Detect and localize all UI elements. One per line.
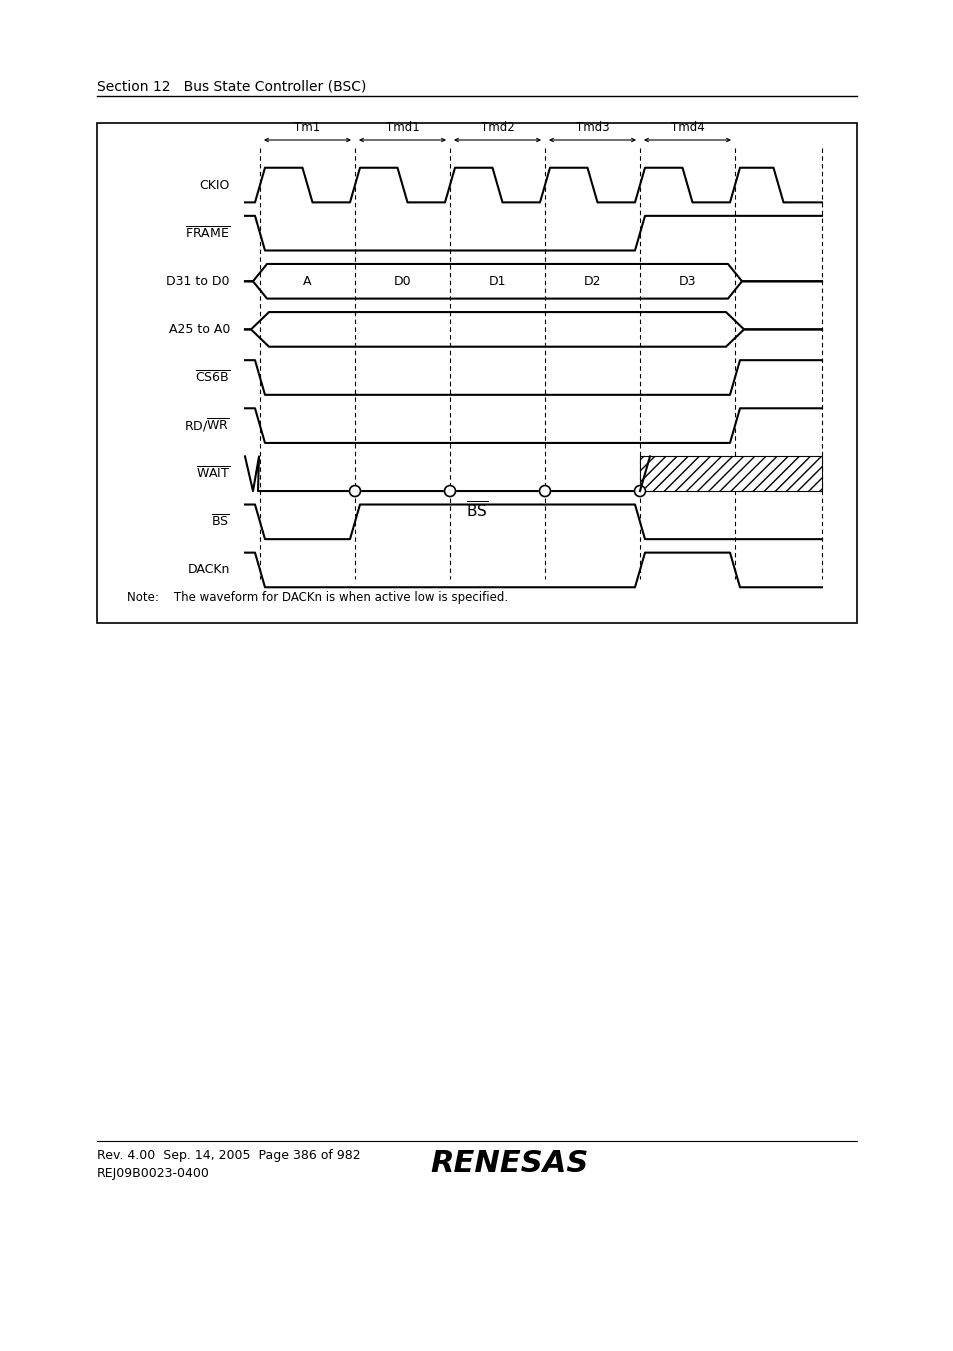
Text: Section 12   Bus State Controller (BSC): Section 12 Bus State Controller (BSC): [97, 78, 366, 93]
Text: D1: D1: [488, 274, 506, 288]
Text: Tm1: Tm1: [294, 122, 320, 134]
Text: D2: D2: [583, 274, 600, 288]
Circle shape: [444, 485, 455, 497]
Text: D3: D3: [678, 274, 696, 288]
Text: D0: D0: [394, 274, 411, 288]
Text: $\overline{\mathrm{CS6B}}$: $\overline{\mathrm{CS6B}}$: [194, 370, 230, 385]
Text: Tmd2: Tmd2: [480, 122, 514, 134]
Text: D31 to D0: D31 to D0: [167, 274, 230, 288]
Text: $\mathrm{RD/\overline{WR}}$: $\mathrm{RD/\overline{WR}}$: [184, 417, 230, 434]
Text: Tmd3: Tmd3: [575, 122, 609, 134]
Bar: [97, 123, 856, 623]
Text: Rev. 4.00  Sep. 14, 2005  Page 386 of 982: Rev. 4.00 Sep. 14, 2005 Page 386 of 982: [97, 1148, 360, 1162]
Text: DACKn: DACKn: [188, 563, 230, 577]
Text: $\overline{\mathrm{BS}}$: $\overline{\mathrm{BS}}$: [212, 515, 230, 530]
Text: Note:    The waveform for DACKn is when active low is specified.: Note: The waveform for DACKn is when act…: [127, 590, 508, 604]
Text: $\overline{\mathrm{WAIT}}$: $\overline{\mathrm{WAIT}}$: [195, 466, 230, 481]
Text: RENESAS: RENESAS: [430, 1148, 588, 1178]
Circle shape: [349, 485, 360, 497]
Circle shape: [634, 485, 645, 497]
Text: $\overline{\mathrm{FRAME}}$: $\overline{\mathrm{FRAME}}$: [185, 226, 230, 240]
Text: Tmd4: Tmd4: [670, 122, 703, 134]
Bar: [639, 457, 821, 490]
Text: CKIO: CKIO: [199, 178, 230, 192]
Text: $\overline{\mathrm{BS}}$: $\overline{\mathrm{BS}}$: [465, 501, 488, 521]
Text: Tmd1: Tmd1: [385, 122, 419, 134]
Text: A: A: [303, 274, 312, 288]
Text: A25 to A0: A25 to A0: [169, 323, 230, 336]
Text: REJ09B0023-0400: REJ09B0023-0400: [97, 1167, 210, 1179]
Circle shape: [539, 485, 550, 497]
